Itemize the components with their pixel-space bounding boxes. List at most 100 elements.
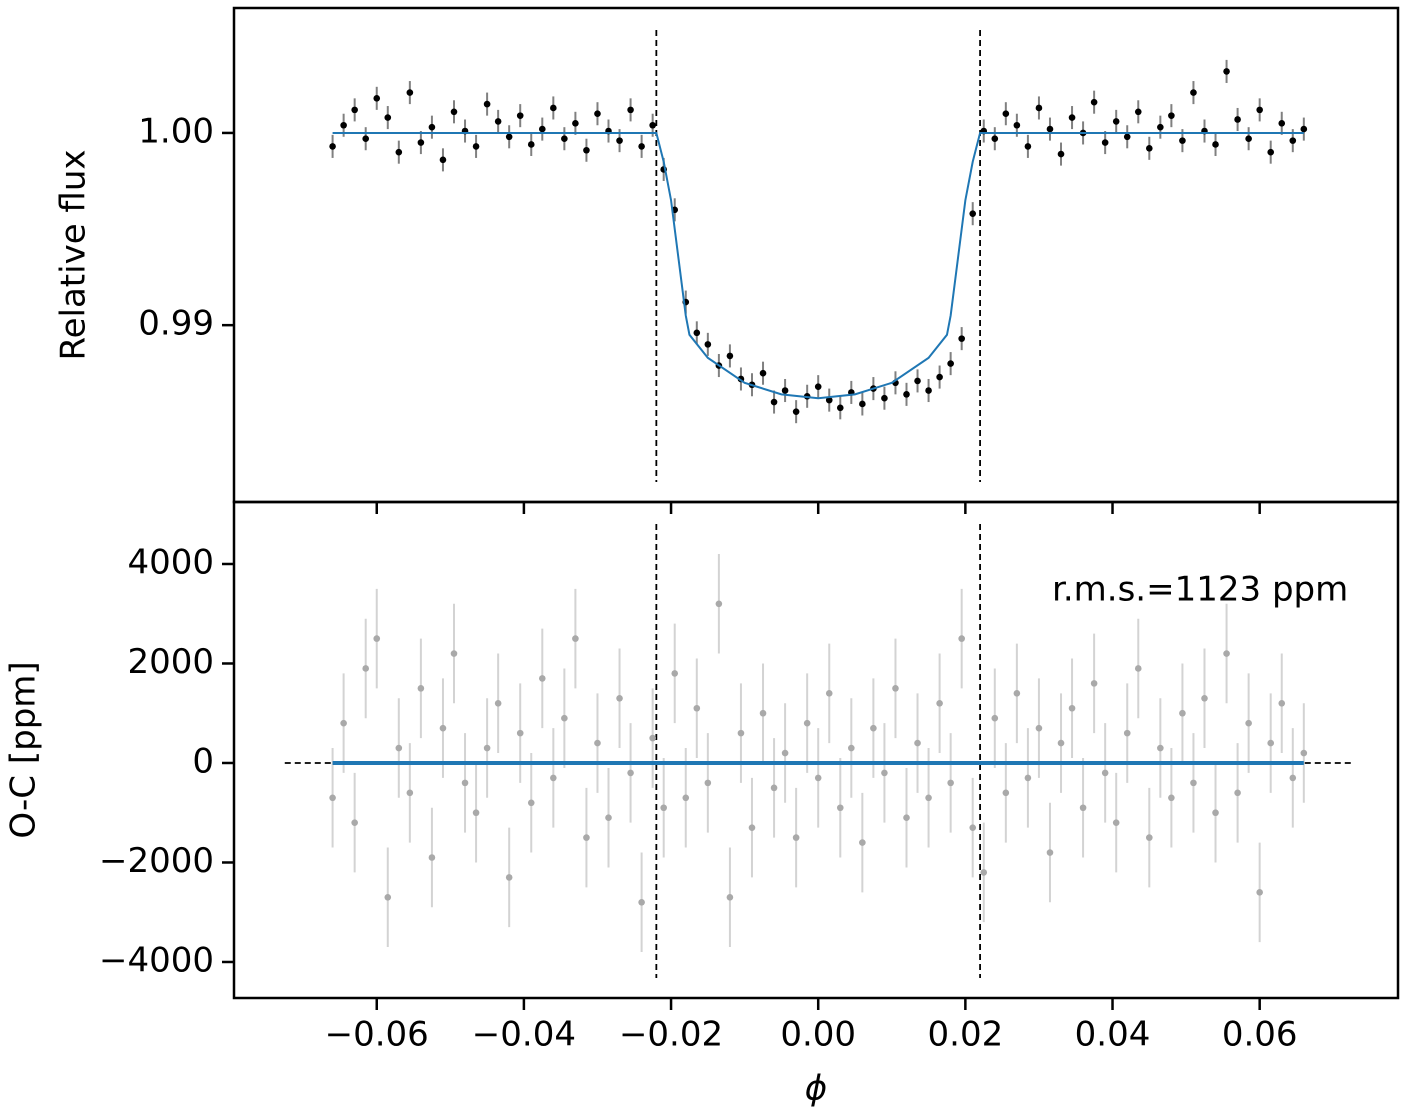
data-point (1157, 123, 1164, 131)
y-tick-label: −2000 (99, 841, 214, 881)
data-point (1190, 779, 1197, 787)
data-point (1046, 125, 1054, 133)
x-tick-label: −0.02 (619, 1015, 723, 1055)
data-point (825, 396, 833, 404)
data-point (362, 135, 370, 143)
data-point (1035, 104, 1043, 112)
data-point (748, 824, 756, 831)
data-point (848, 744, 855, 752)
data-point (417, 139, 425, 146)
data-point (1278, 120, 1286, 127)
data-point (759, 369, 767, 377)
data-point (649, 121, 656, 129)
data-point (329, 143, 336, 150)
data-point (395, 744, 403, 752)
data-point (428, 123, 436, 131)
data-point (538, 675, 546, 682)
data-point (362, 665, 370, 672)
y-tick-label: 2000 (127, 642, 214, 682)
data-point (947, 779, 954, 787)
data-point (881, 394, 888, 402)
data-point (1079, 804, 1087, 812)
data-point (693, 329, 701, 337)
data-point (1168, 794, 1175, 802)
data-point (505, 133, 513, 141)
data-point (1035, 724, 1043, 732)
data-point (936, 373, 943, 381)
data-point (616, 695, 623, 702)
data-point (914, 739, 921, 747)
data-point (649, 734, 656, 742)
data-point (1245, 135, 1252, 143)
x-tick-label: −0.06 (325, 1015, 429, 1055)
data-point (472, 143, 480, 150)
data-point (1179, 137, 1186, 144)
data-point (1146, 145, 1153, 152)
data-point (859, 839, 866, 846)
data-point (1212, 809, 1219, 817)
data-point (1090, 98, 1098, 106)
data-point (759, 709, 767, 717)
data-point (1234, 116, 1241, 123)
data-point (461, 779, 469, 787)
data-point (406, 789, 414, 797)
data-point (1101, 769, 1109, 777)
data-point (859, 400, 866, 408)
data-point (373, 95, 381, 102)
data-point (969, 210, 977, 217)
data-point (958, 635, 965, 642)
data-point (792, 834, 800, 841)
axes-frame (232, 500, 1400, 1000)
y-tick-label: 0 (192, 741, 214, 781)
data-point (715, 600, 723, 608)
data-point (1201, 695, 1208, 702)
data-point (726, 894, 734, 901)
data-point (472, 809, 480, 817)
data-point (450, 108, 458, 116)
data-point (1068, 114, 1076, 121)
data-point (1190, 89, 1197, 96)
data-point (594, 110, 601, 118)
data-point (991, 714, 999, 722)
data-point (527, 141, 535, 148)
data-point (527, 799, 535, 807)
data-point (505, 874, 513, 881)
data-point (417, 685, 425, 692)
axes-frame (232, 6, 1400, 504)
data-point (1289, 774, 1297, 782)
annotation: r.m.s.=1123 ppm (1052, 570, 1348, 610)
data-point (1123, 133, 1131, 141)
data-point (903, 814, 910, 822)
data-point (814, 383, 822, 390)
data-point (428, 854, 436, 861)
data-point (682, 794, 690, 802)
data-point (329, 794, 336, 802)
data-point (726, 352, 734, 360)
data-point (1223, 650, 1230, 657)
data-point (1057, 150, 1065, 158)
data-point (704, 341, 712, 348)
y-tick-label: 0.99 (138, 304, 214, 344)
data-point (1267, 148, 1275, 156)
data-point (550, 104, 557, 112)
data-point (770, 784, 778, 792)
data-point (1002, 789, 1010, 797)
data-point (660, 804, 667, 812)
data-point (925, 794, 932, 802)
data-point (494, 699, 502, 707)
data-point (1112, 819, 1120, 826)
data-point (439, 156, 447, 164)
data-point (781, 749, 789, 757)
data-point (1013, 690, 1021, 697)
data-point (627, 106, 634, 114)
data-point (836, 404, 844, 412)
data-point (1146, 834, 1153, 841)
data-point (384, 894, 392, 901)
y-tick-label: 4000 (127, 542, 214, 582)
data-point (1057, 739, 1065, 747)
data-point (803, 719, 811, 727)
y-axis-label: Relative flux (54, 149, 94, 360)
data-point (450, 650, 458, 657)
data-point (616, 137, 623, 144)
